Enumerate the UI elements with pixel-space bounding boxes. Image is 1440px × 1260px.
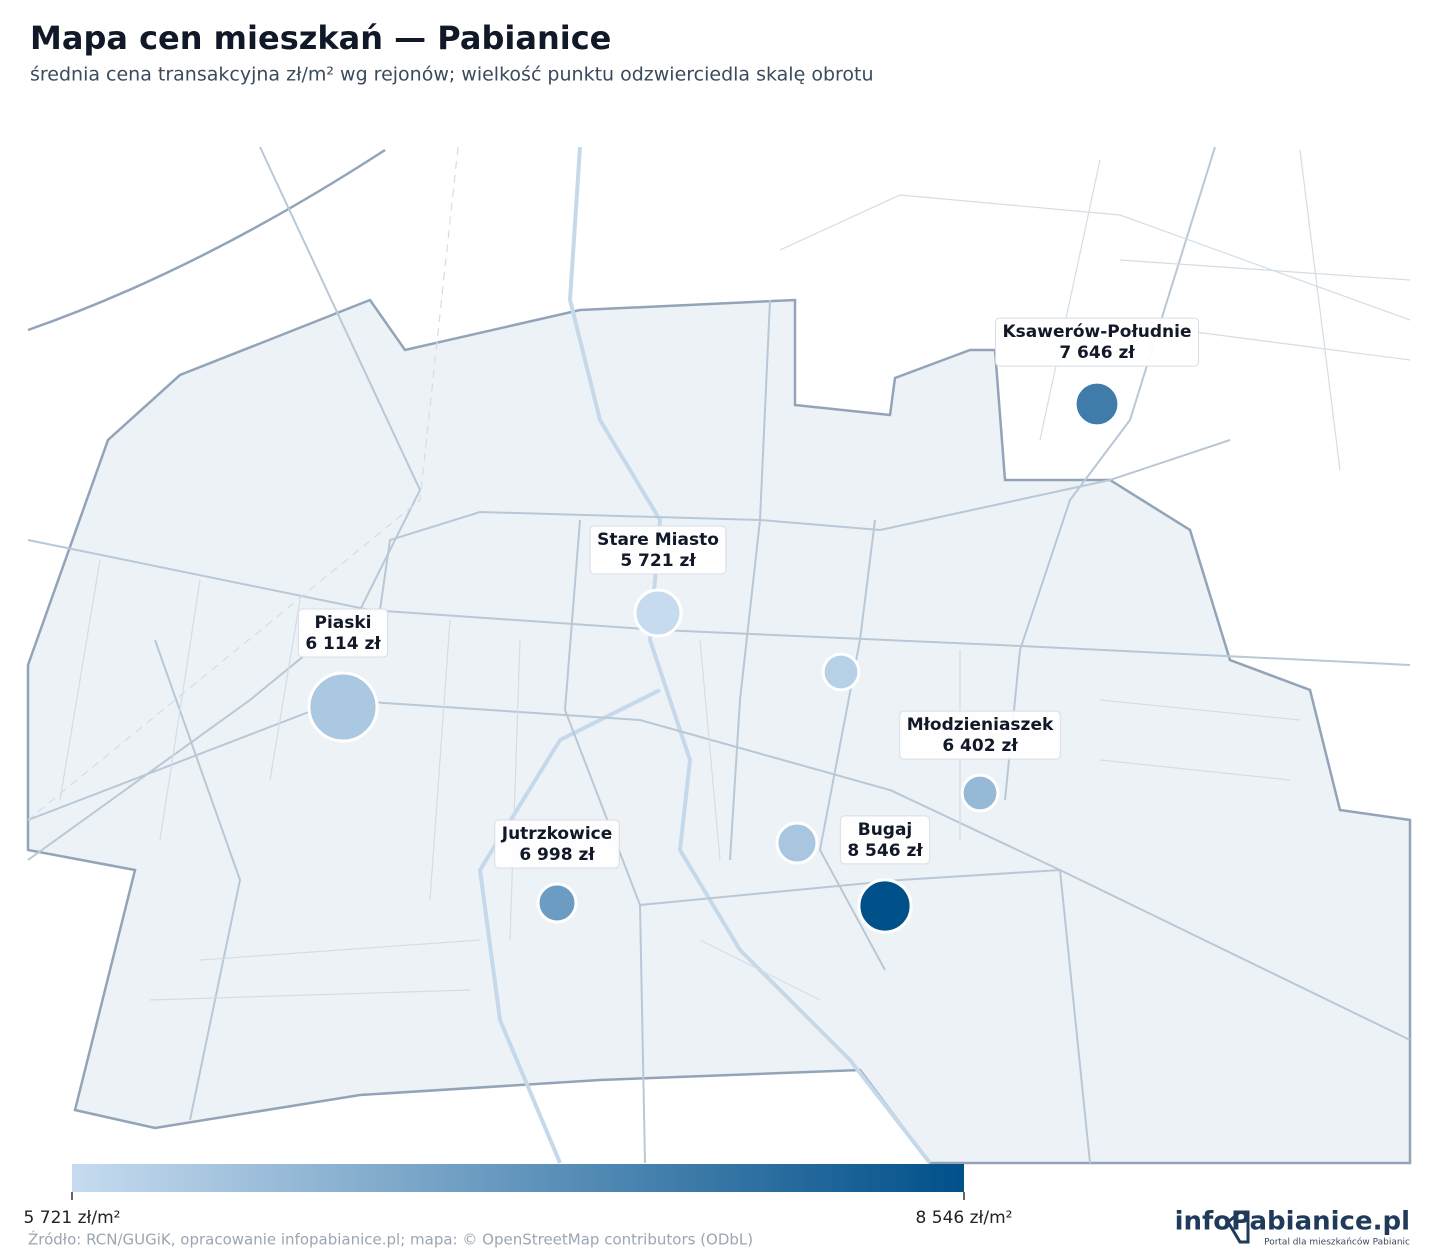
price-point bbox=[821, 652, 861, 692]
point-name: Jutrzkowice bbox=[501, 824, 613, 844]
point-name: Młodzieniaszek bbox=[907, 715, 1054, 735]
price-point bbox=[775, 821, 819, 865]
point-value: 8 546 zł bbox=[847, 841, 923, 861]
label-box bbox=[839, 815, 931, 865]
price-point bbox=[633, 588, 683, 638]
label-box bbox=[297, 608, 389, 658]
price-point bbox=[960, 773, 1000, 813]
label-box bbox=[494, 819, 620, 869]
point-name: Bugaj bbox=[858, 820, 913, 840]
price-point bbox=[536, 882, 578, 924]
price-point bbox=[1073, 380, 1121, 428]
basemap bbox=[26, 146, 1412, 1165]
logo-tagline: Portal dla mieszkańców Pabianic bbox=[1264, 1237, 1410, 1248]
label-box bbox=[899, 710, 1061, 760]
colorbar-tick-label: 5 721 zł/m² bbox=[24, 1208, 121, 1228]
label-box bbox=[589, 525, 727, 575]
subtitle: średnia cena transakcyjna zł/m² wg rejon… bbox=[30, 64, 874, 86]
point-name: Ksawerów-Południe bbox=[1002, 322, 1191, 342]
point-value: 7 646 zł bbox=[1059, 343, 1135, 363]
price-point bbox=[857, 878, 913, 934]
colorbar-ticks: 5 721 zł/m² 8 546 zł/m² bbox=[24, 1192, 1013, 1228]
colorbar bbox=[72, 1164, 964, 1192]
logo-icon bbox=[1226, 1210, 1250, 1244]
title: Mapa cen mieszkań — Pabianice bbox=[30, 19, 611, 57]
point-value: 6 402 zł bbox=[942, 736, 1018, 756]
price-point bbox=[307, 671, 379, 743]
colorbar-tick-label: 8 546 zł/m² bbox=[916, 1208, 1013, 1228]
point-name: Piaski bbox=[314, 613, 371, 633]
logo: infoPabianice.pl bbox=[1175, 1207, 1410, 1237]
point-value: 6 998 zł bbox=[519, 845, 595, 865]
label-box bbox=[994, 317, 1200, 367]
point-value: 6 114 zł bbox=[305, 634, 381, 654]
point-value: 5 721 zł bbox=[620, 551, 696, 571]
source: Źródło: RCN/GUGiK, opracowanie infopabia… bbox=[28, 1230, 753, 1249]
point-name: Stare Miasto bbox=[597, 530, 719, 550]
